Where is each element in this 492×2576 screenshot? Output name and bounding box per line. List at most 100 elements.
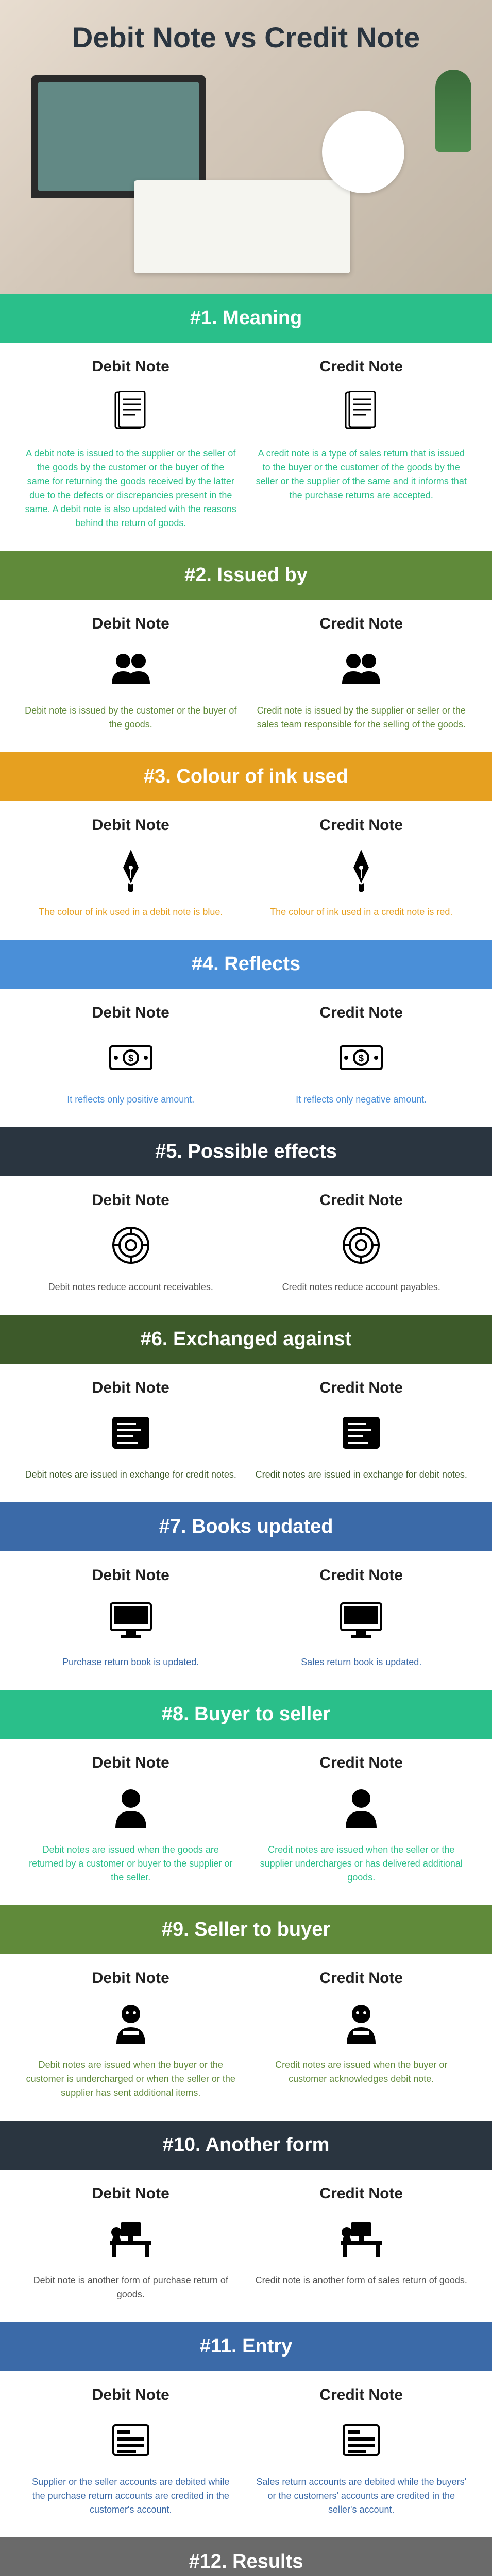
columns-row: Debit Note Debit notes are issued when th…	[21, 1970, 471, 2100]
column-title: Debit Note	[21, 1192, 241, 1209]
column-right: Credit NoteCredit notes are issued when …	[251, 1970, 472, 2100]
target-icon	[251, 1219, 472, 1271]
column-left: Debit Note$It reflects only positive amo…	[21, 1004, 241, 1107]
svg-text:$: $	[359, 1053, 364, 1063]
column-text: Credit note is another form of sales ret…	[251, 2274, 472, 2287]
column-right: Credit Note $ It reflects only negative am…	[251, 1004, 472, 1107]
column-left: Debit Note Debit note is issued by the cu…	[21, 615, 241, 732]
section-body: Debit Note Purchase return book is update…	[0, 1551, 492, 1690]
document-icon	[251, 386, 472, 437]
form-icon	[251, 2414, 472, 2466]
pen-icon	[251, 844, 472, 896]
columns-row: Debit NoteThe colour of ink used in a de…	[21, 817, 471, 919]
column-title: Debit Note	[21, 615, 241, 633]
pen-icon	[21, 844, 241, 896]
column-title: Debit Note	[21, 1567, 241, 1584]
hero: Debit Note vs Credit Note	[0, 0, 492, 294]
people-icon	[21, 643, 241, 694]
section-body: Debit Note A debit note is issued to the …	[0, 343, 492, 551]
section-header: #2. Issued by	[0, 551, 492, 600]
column-right: Credit NoteCredit notes reduce account p…	[251, 1192, 472, 1294]
column-text: Credit notes are issued in exchange for …	[251, 1468, 472, 1482]
columns-row: Debit Note Supplier or the seller account…	[21, 2386, 471, 2517]
monitor-icon	[251, 1595, 472, 1646]
column-text: Credit notes reduce account payables.	[251, 1280, 472, 1294]
money-icon: $	[251, 1032, 472, 1083]
column-text: The colour of ink used in a debit note i…	[21, 905, 241, 919]
section-header: #12. Results	[0, 2537, 492, 2576]
column-left: Debit Note Debit notes are issued when th…	[21, 1970, 241, 2100]
plant-illustration	[435, 70, 471, 152]
column-text: A debit note is issued to the supplier o…	[21, 447, 241, 530]
section-header: #1. Meaning	[0, 294, 492, 343]
column-right: Credit NoteCredit notes are issued when …	[251, 1754, 472, 1885]
column-left: Debit Note Supplier or the seller account…	[21, 2386, 241, 2517]
column-text: Debit notes reduce account receivables.	[21, 1280, 241, 1294]
column-title: Debit Note	[21, 2185, 241, 2202]
section-s2: #2. Issued by Debit Note Debit note is iss…	[0, 551, 492, 752]
laptop-illustration	[31, 75, 206, 198]
column-title: Debit Note	[21, 358, 241, 376]
column-text: Purchase return book is updated.	[21, 1655, 241, 1669]
section-s4: #4. ReflectsDebit Note$It reflects only …	[0, 940, 492, 1127]
column-title: Credit Note	[251, 1004, 472, 1022]
code-icon	[21, 1407, 241, 1459]
column-text: It reflects only negative amount.	[251, 1093, 472, 1107]
column-title: Debit Note	[21, 1004, 241, 1022]
column-text: Debit note is issued by the customer or …	[21, 704, 241, 732]
infographic-wrap: Debit Note vs Credit Note #1. Meaning Deb…	[0, 0, 492, 2576]
person-icon	[21, 1782, 241, 1834]
column-text: The colour of ink used in a credit note …	[251, 905, 472, 919]
column-left: Debit NoteDebit notes are issued when th…	[21, 1754, 241, 1885]
form-icon	[21, 2414, 241, 2466]
column-text: Credit note is issued by the supplier or…	[251, 704, 472, 732]
section-body: Debit Note Debit notes are issued when th…	[0, 1954, 492, 2121]
columns-row: Debit Note Purchase return book is update…	[21, 1567, 471, 1669]
cup-illustration	[322, 111, 404, 193]
section-header: #6. Exchanged against	[0, 1315, 492, 1364]
section-s3: #3. Colour of ink usedDebit NoteThe colo…	[0, 752, 492, 940]
section-body: Debit Note Supplier or the seller account…	[0, 2371, 492, 2537]
columns-row: Debit NoteDebit notes are issued in exch…	[21, 1379, 471, 1482]
column-title: Debit Note	[21, 1379, 241, 1397]
desk-icon	[21, 2213, 241, 2264]
column-title: Credit Note	[251, 615, 472, 633]
notebook-illustration	[134, 180, 350, 273]
section-s1: #1. Meaning Debit Note A debit note is iss…	[0, 294, 492, 551]
column-left: Debit Note Debit notes reduce account rec…	[21, 1192, 241, 1294]
column-text: Supplier or the seller accounts are debi…	[21, 2475, 241, 2517]
people-icon	[251, 643, 472, 694]
column-right: Credit Note Credit note is issued by the …	[251, 615, 472, 732]
column-left: Debit NoteThe colour of ink used in a de…	[21, 817, 241, 919]
section-header: #8. Buyer to seller	[0, 1690, 492, 1739]
column-right: Credit Note Credit notes are issued in ex…	[251, 1379, 472, 1482]
column-right: Credit NoteCredit note is another form o…	[251, 2185, 472, 2301]
section-body: Debit NoteDebit note is another form of …	[0, 2170, 492, 2322]
column-text: Sales return accounts are debited while …	[251, 2475, 472, 2517]
column-title: Credit Note	[251, 1379, 472, 1397]
columns-row: Debit Note $ It reflects only positive amo…	[21, 1004, 471, 1107]
column-title: Credit Note	[251, 1754, 472, 1772]
section-header: #11. Entry	[0, 2322, 492, 2371]
section-s10: #10. Another formDebit NoteDebit note is…	[0, 2121, 492, 2322]
desk-icon	[251, 2213, 472, 2264]
person-icon	[251, 1782, 472, 1834]
monitor-icon	[21, 1595, 241, 1646]
column-title: Debit Note	[21, 1970, 241, 1987]
section-body: Debit NoteThe colour of ink used in a de…	[0, 801, 492, 940]
column-title: Debit Note	[21, 2386, 241, 2404]
column-title: Credit Note	[251, 1567, 472, 1584]
section-body: Debit Note $ It reflects only positive amo…	[0, 989, 492, 1127]
column-right: Credit NoteThe colour of ink used in a c…	[251, 817, 472, 919]
column-title: Credit Note	[251, 2386, 472, 2404]
section-s11: #11. Entry Debit Note Supplier or the sell…	[0, 2322, 492, 2537]
column-left: Debit Note A debit note is issued to the …	[21, 358, 241, 530]
column-text: Debit notes are issued when the buyer or…	[21, 2058, 241, 2100]
column-text: Sales return book is updated.	[251, 1655, 472, 1669]
column-text: It reflects only positive amount.	[21, 1093, 241, 1107]
section-s6: #6. Exchanged against Debit NoteDebit not…	[0, 1315, 492, 1502]
column-right: Credit Note Sales return accounts are deb…	[251, 2386, 472, 2517]
column-right: Credit Note Sales return book is updated.	[251, 1567, 472, 1669]
section-body: Debit NoteDebit notes are issued in exch…	[0, 1364, 492, 1502]
columns-row: Debit Note A debit note is issued to the …	[21, 358, 471, 530]
